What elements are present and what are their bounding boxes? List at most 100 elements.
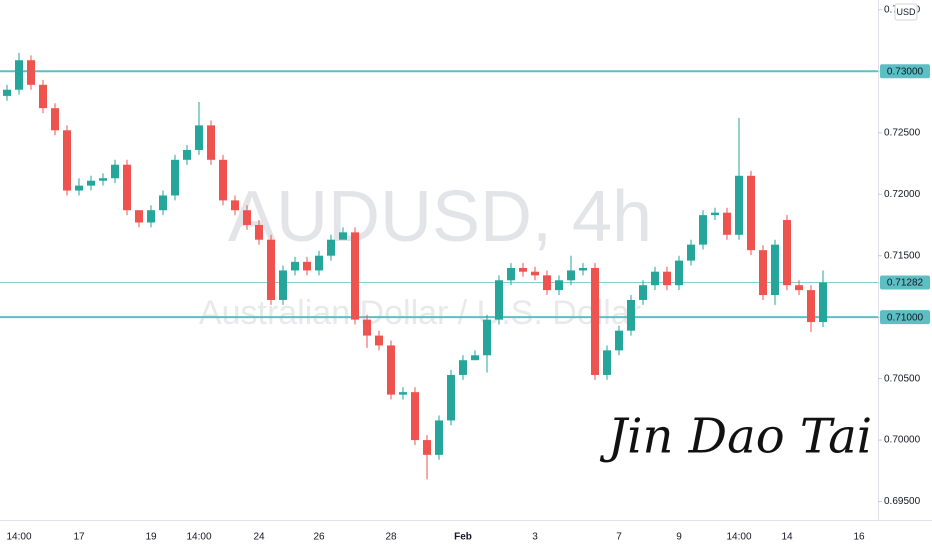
candle-body xyxy=(231,200,239,211)
candle-body xyxy=(87,180,95,186)
price-tag xyxy=(880,275,930,290)
candle-body xyxy=(519,267,527,272)
candle-body xyxy=(603,350,611,375)
y-tick-label: 0.69500 xyxy=(884,496,921,507)
y-tick-label: 0.72500 xyxy=(884,127,921,138)
candle-body xyxy=(435,420,443,455)
x-tick-label: 14 xyxy=(781,532,793,543)
price-tag-label: 0.71282 xyxy=(887,278,924,289)
candle-body xyxy=(483,319,491,356)
x-tick-label: Feb xyxy=(454,532,472,543)
candle-body xyxy=(111,164,119,179)
x-tick-label: 17 xyxy=(73,532,85,543)
candle-body xyxy=(471,355,479,361)
candle-body xyxy=(723,212,731,235)
candle-body xyxy=(591,267,599,375)
candle-body xyxy=(183,149,191,160)
x-tick-label: 3 xyxy=(532,532,538,543)
x-tick-label: 14:00 xyxy=(726,532,751,543)
candle-body xyxy=(375,335,383,346)
x-tick-label: 19 xyxy=(145,532,157,543)
candle-body xyxy=(543,275,551,291)
candle-body xyxy=(747,175,755,251)
candle-body xyxy=(531,271,539,276)
candle-body xyxy=(615,330,623,351)
candle-body xyxy=(99,178,107,181)
candle-body xyxy=(771,244,779,296)
x-tick-label: 14:00 xyxy=(6,532,31,543)
candle-body xyxy=(423,440,431,455)
candle-body xyxy=(243,210,251,225)
candle-body xyxy=(675,260,683,286)
candle-body xyxy=(795,285,803,291)
candle-body xyxy=(459,360,467,375)
candle-body xyxy=(351,232,359,320)
candle-body xyxy=(687,244,695,261)
candle-body xyxy=(339,232,347,240)
candle-body xyxy=(291,261,299,271)
x-tick-label: 7 xyxy=(616,532,622,543)
currency-box[interactable] xyxy=(894,3,918,21)
price-tag-label: 0.73000 xyxy=(887,66,924,77)
candle-body xyxy=(627,299,635,331)
candle-body xyxy=(3,89,11,96)
price-tag xyxy=(880,310,930,325)
candle-body xyxy=(579,267,587,271)
currency[interactable]: USD xyxy=(896,7,916,17)
candle-body xyxy=(387,345,395,395)
candle-body xyxy=(255,224,263,240)
candle-body xyxy=(411,392,419,441)
candle-body xyxy=(279,270,287,300)
candle-body xyxy=(711,212,719,216)
candle-body xyxy=(219,159,227,201)
candle-body xyxy=(807,290,815,323)
price-tag xyxy=(880,64,930,79)
candle-body xyxy=(195,125,203,150)
candle-body xyxy=(555,280,563,291)
candle-body xyxy=(171,159,179,196)
candle-body xyxy=(75,185,83,191)
candle-body xyxy=(699,215,707,245)
candle-body xyxy=(147,210,155,223)
candle-body xyxy=(663,271,671,286)
x-tick-label: 14:00 xyxy=(186,532,211,543)
x-tick-label: 28 xyxy=(385,532,397,543)
candle-body xyxy=(315,255,323,271)
y-tick-label: 0.72000 xyxy=(884,189,921,200)
watermark-title: AUDUSD, 4h xyxy=(228,177,652,257)
candle-body xyxy=(39,84,47,109)
candle-body xyxy=(27,60,35,85)
candle-body xyxy=(507,267,515,281)
candle-body xyxy=(135,210,143,223)
candle-body xyxy=(267,239,275,300)
candle-body xyxy=(399,392,407,395)
signature: Jin Dao Tai xyxy=(599,409,872,465)
candle-body xyxy=(327,239,335,256)
y-tick-label: 0.70500 xyxy=(884,373,921,384)
candle-body xyxy=(123,164,131,211)
candle-body xyxy=(735,175,743,235)
candle-body xyxy=(63,130,71,191)
candle-body xyxy=(639,285,647,300)
candle-body xyxy=(363,319,371,336)
candle-body xyxy=(159,195,167,211)
candle-body xyxy=(495,280,503,320)
x-tick-label: 24 xyxy=(253,532,265,543)
x-tick-label: 9 xyxy=(676,532,682,543)
x-tick-label: 26 xyxy=(313,532,325,543)
candle-body xyxy=(303,261,311,271)
candle-body xyxy=(207,125,215,160)
price-tag-label: 0.71000 xyxy=(887,312,924,323)
y-tick-label: 0.70000 xyxy=(884,435,921,446)
candle-body xyxy=(651,271,659,286)
candle-body xyxy=(15,60,23,90)
candle-body xyxy=(51,108,59,131)
candle-body xyxy=(567,270,575,281)
y-tick-label: 0.71500 xyxy=(884,250,921,261)
candle-body xyxy=(819,282,827,323)
candle-body xyxy=(783,220,791,286)
x-tick-label: 16 xyxy=(853,532,865,543)
candle-body xyxy=(447,374,455,421)
